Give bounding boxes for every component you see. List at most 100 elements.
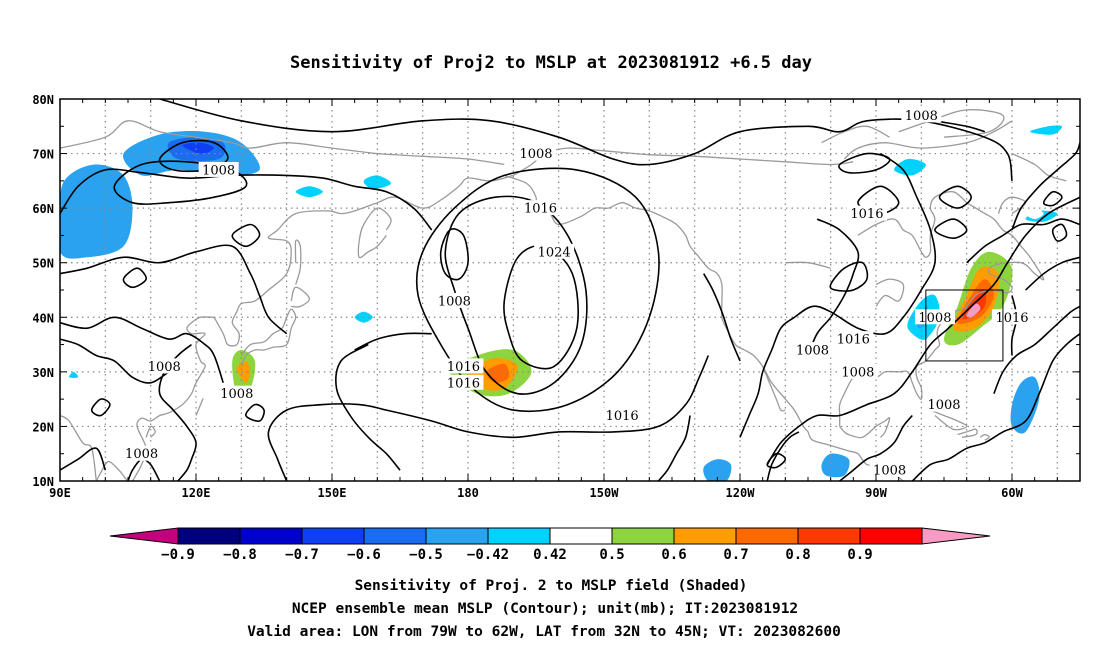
colorbar-swatch — [797, 527, 861, 545]
mslp-contour — [839, 414, 913, 481]
shaded-area — [703, 459, 732, 481]
contour-label: 1008 — [202, 163, 235, 178]
colorbar-label: 0.42 — [533, 547, 567, 563]
caption-line-1: Sensitivity of Proj. 2 to MSLP field (Sh… — [355, 578, 748, 594]
contour-label-bg — [516, 145, 556, 161]
coastline — [512, 147, 854, 176]
coastline — [195, 398, 204, 416]
contour-label-bg — [846, 205, 887, 221]
colorbar-swatch — [735, 527, 799, 545]
mslp-contour — [60, 316, 224, 384]
mslp-contour — [1011, 142, 1080, 231]
contour-label: 1008 — [841, 365, 874, 380]
mslp-contour — [807, 218, 860, 356]
valid-area-box — [925, 289, 1004, 362]
coastline — [979, 433, 990, 441]
coastline — [294, 239, 302, 285]
y-tick-label: 40N — [32, 311, 54, 325]
shaded-area — [894, 158, 926, 176]
shaded-area — [1030, 125, 1062, 135]
contour-label-bg — [792, 342, 833, 358]
x-tick-label: 150E — [318, 486, 347, 500]
shaded-area — [68, 371, 79, 378]
x-tick-label: 180 — [457, 486, 479, 500]
mslp-contour — [993, 305, 1080, 395]
coastline — [843, 120, 1013, 160]
contour-label: 1008 — [796, 344, 829, 359]
colorbar-swatch — [673, 527, 737, 545]
contour-label-bg — [869, 462, 910, 478]
coastline — [957, 428, 978, 438]
x-tick-label: 120E — [182, 486, 211, 500]
contour-label-bg — [443, 358, 484, 374]
contour-label: 1016 — [837, 333, 870, 348]
contour-label: 1016 — [447, 360, 480, 375]
y-tick-label: 70N — [32, 148, 54, 162]
contour-label-bg — [443, 374, 484, 390]
colorbar-swatch — [425, 527, 489, 545]
contour-label-bg — [914, 309, 955, 325]
mslp-contour — [60, 244, 288, 335]
coastline — [213, 174, 514, 347]
mslp-contour — [444, 195, 588, 395]
shaded-area — [295, 186, 323, 198]
colorbar-swatch — [301, 527, 365, 545]
colorbar-swatch — [921, 527, 991, 545]
contour-label-bg — [837, 363, 878, 379]
shaded-area — [60, 164, 133, 259]
mslp-contour — [766, 196, 1080, 466]
mslp-contour — [90, 398, 111, 417]
caption-line-2: NCEP ensemble mean MSLP (Contour); unit(… — [292, 601, 798, 617]
x-tick-label: 90E — [49, 486, 71, 500]
contour-label: 1016 — [995, 311, 1028, 326]
mslp-contour — [934, 218, 968, 240]
mslp-contour — [159, 99, 1013, 182]
contour-label: 1008 — [148, 360, 181, 375]
mslp-contours — [60, 99, 1080, 481]
contour-label-bg — [924, 396, 964, 412]
mslp-contour — [911, 333, 1080, 481]
colorbar-swatch — [487, 527, 551, 545]
coastline — [875, 278, 905, 307]
mslp-contour — [231, 223, 261, 248]
mslp-contour — [1042, 190, 1063, 207]
colorbar-label: 0.8 — [785, 547, 810, 563]
contour-label: 1016 — [524, 202, 557, 217]
contour-label-bg — [833, 331, 874, 347]
colorbar-label: 0.9 — [847, 547, 872, 563]
contour-label: 1008 — [220, 387, 253, 402]
contour-label: 1008 — [918, 311, 951, 326]
contour-label-bg — [434, 292, 475, 308]
y-tick-label: 80N — [32, 93, 54, 107]
colorbar-label: 0.5 — [599, 547, 624, 563]
y-tick-label: 10N — [32, 475, 54, 489]
mslp-contour — [245, 403, 265, 422]
contour-label: 1008 — [905, 109, 938, 124]
mslp-contour — [1025, 256, 1080, 291]
mslp-contour — [966, 218, 1080, 264]
mslp-contour — [739, 152, 937, 438]
axis-ticks: 90E 120E 150E 180 150W 120W 90W 60W 80N 70N 60N 50N… — [32, 93, 1081, 500]
colorbar-swatch — [177, 527, 241, 545]
shaded-area — [1010, 376, 1040, 434]
colorbar-swatch — [363, 527, 427, 545]
mslp-contour — [113, 160, 248, 205]
contour-label: 1016 — [606, 409, 639, 424]
coastline — [60, 120, 505, 166]
coastline — [357, 207, 392, 259]
mslp-contour — [415, 167, 660, 413]
mslp-contour — [267, 355, 710, 481]
coastline — [857, 191, 968, 258]
contour-label-bg — [520, 200, 561, 216]
colorbar-label: −0.9 — [161, 547, 195, 563]
x-tick-label: 60W — [1001, 486, 1023, 500]
mslp-contour — [127, 458, 161, 481]
contour-label: 1008 — [927, 398, 960, 413]
y-tick-label: 30N — [32, 366, 54, 380]
contour-label: 1016 — [850, 207, 883, 222]
coastline — [762, 366, 786, 412]
caption-line-3: Valid area: LON from 79W to 62W, LAT fro… — [247, 624, 841, 640]
colorbar-label: −0.7 — [285, 547, 319, 563]
coastline — [131, 316, 215, 481]
